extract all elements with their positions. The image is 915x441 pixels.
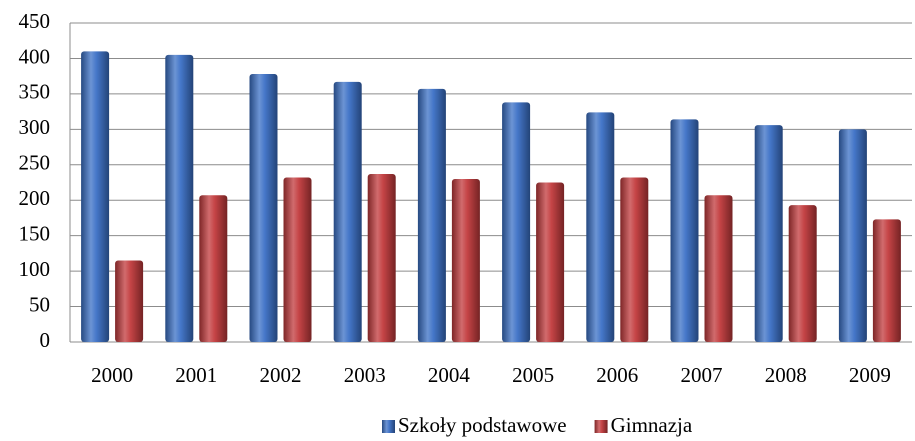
- legend-label: Szkoły podstawowe: [398, 413, 567, 437]
- bar: [249, 74, 278, 342]
- y-tick-label: 300: [19, 115, 51, 139]
- y-tick-label: 200: [19, 186, 51, 210]
- y-tick-label: 50: [29, 292, 50, 316]
- bar: [81, 51, 110, 342]
- y-tick-label: 450: [19, 9, 51, 33]
- bar: [872, 219, 901, 342]
- x-tick-label: 2002: [260, 363, 302, 387]
- bar: [451, 178, 480, 342]
- bar: [367, 173, 396, 342]
- y-tick-label: 100: [19, 257, 51, 281]
- x-tick-label: 2009: [849, 363, 891, 387]
- y-tick-label: 350: [19, 80, 51, 104]
- bar: [838, 129, 867, 342]
- bar: [283, 177, 312, 342]
- bar: [536, 182, 565, 342]
- bar: [502, 102, 531, 342]
- x-tick-label: 2008: [765, 363, 807, 387]
- y-tick-label: 150: [19, 221, 51, 245]
- legend-label: Gimnazja: [611, 413, 693, 437]
- y-tick-label: 250: [19, 151, 51, 175]
- x-tick-label: 2005: [512, 363, 554, 387]
- x-tick-label: 2000: [91, 363, 133, 387]
- bar: [333, 81, 362, 343]
- bar: [754, 125, 783, 342]
- bar: [115, 260, 144, 342]
- bar: [704, 195, 733, 342]
- bar: [199, 195, 228, 342]
- bar: [670, 119, 699, 342]
- bar: [417, 88, 446, 342]
- bar: [620, 177, 649, 342]
- x-tick-label: 2007: [681, 363, 723, 387]
- x-tick-label: 2006: [596, 363, 638, 387]
- y-tick-label: 400: [19, 44, 51, 68]
- x-tick-label: 2001: [175, 363, 217, 387]
- y-tick-label: 0: [40, 328, 51, 352]
- legend-marker: [594, 420, 608, 433]
- bar: [165, 54, 194, 343]
- x-tick-label: 2004: [428, 363, 471, 387]
- bar: [788, 205, 817, 342]
- bar: [586, 112, 615, 342]
- legend-marker: [382, 420, 395, 433]
- x-tick-label: 2003: [344, 363, 386, 387]
